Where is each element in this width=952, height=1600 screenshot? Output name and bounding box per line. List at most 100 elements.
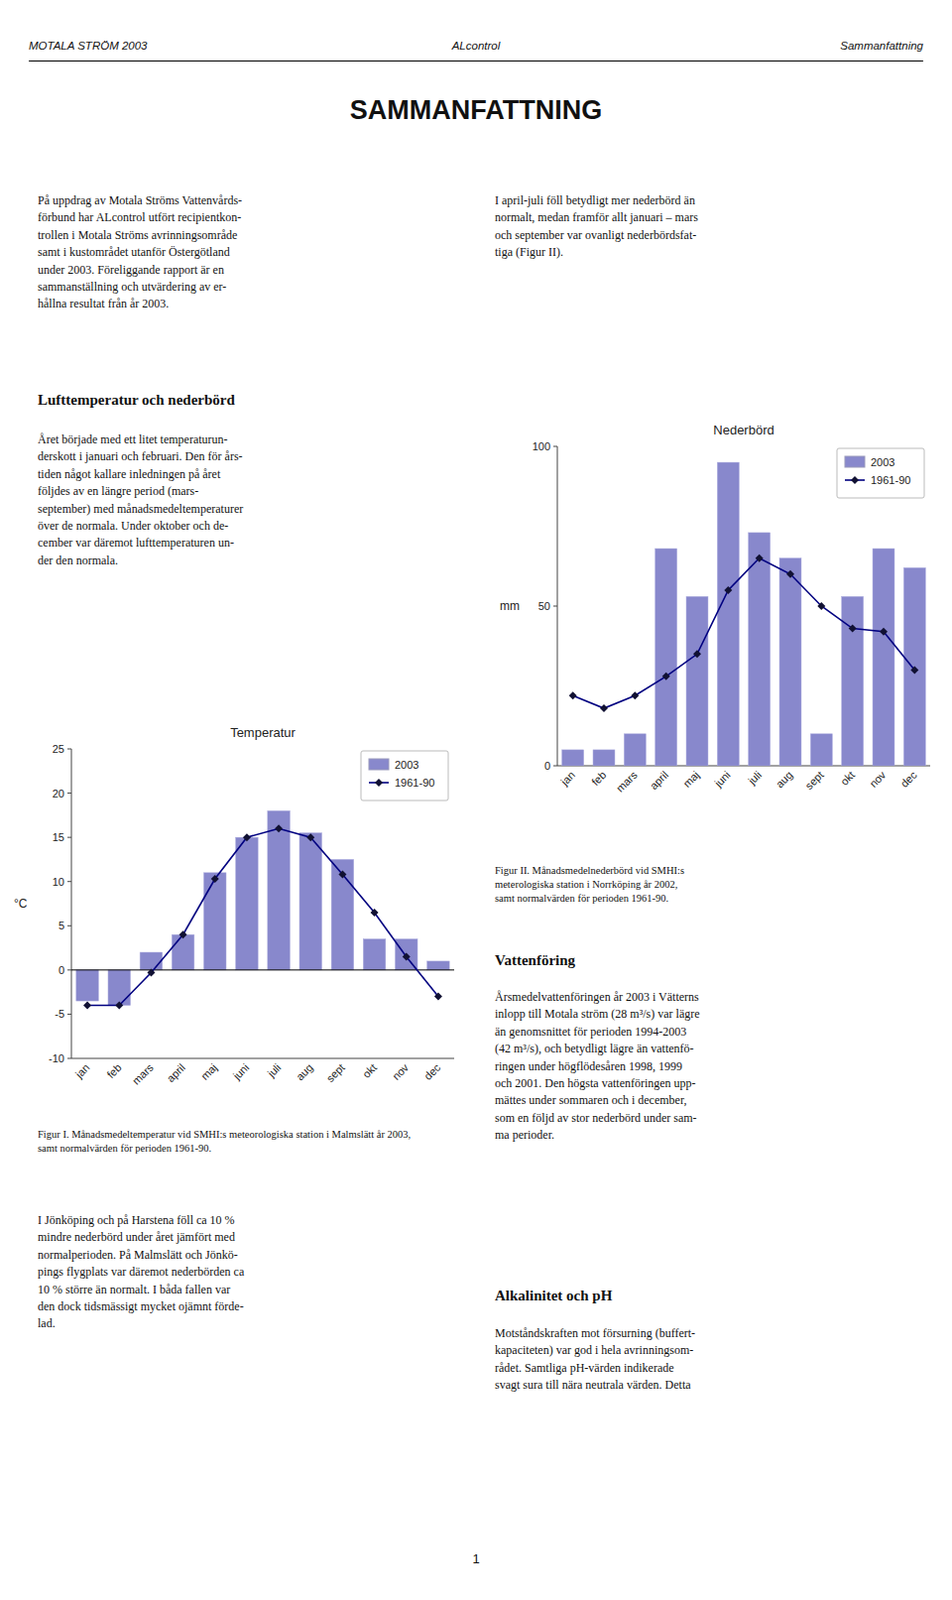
chart-title: Temperatur [230, 724, 296, 740]
marker [848, 624, 857, 633]
header-left: MOTALA STRÖM 2003 [28, 39, 148, 52]
legend: 20031961-90 [360, 750, 449, 801]
header-center: ALcontrol [0, 39, 952, 52]
y-tick [553, 446, 558, 448]
bar [779, 558, 802, 766]
chart-title: Nederbörd [713, 422, 774, 438]
x-tick-label: jan [558, 768, 579, 789]
bar [623, 733, 646, 766]
marker [879, 627, 888, 636]
header-rule [28, 60, 924, 62]
marker [693, 649, 702, 658]
y-tick-label: 15 [52, 831, 65, 843]
body-text: Motståndskraften mot försurning (buffert… [494, 1324, 696, 1395]
y-tick [67, 748, 72, 750]
marker [211, 874, 220, 883]
zero-line [71, 968, 455, 970]
bar [655, 548, 678, 766]
legend-swatch [368, 758, 389, 770]
x-tick-label: nov [389, 1061, 411, 1082]
bar [236, 836, 259, 970]
chart: Nederbördmm050100janfebmarsaprilmajjunij… [495, 416, 943, 814]
y-tick [67, 836, 72, 838]
legend-swatch [844, 456, 865, 468]
x-tick-label: maj [680, 768, 702, 790]
bar [872, 548, 895, 766]
marker [786, 570, 795, 579]
body-text: På uppdrag av Motala Ströms Vattenvårds-… [37, 192, 242, 314]
x-tick-label: nov [866, 768, 888, 790]
y-tick-label: 10 [52, 875, 65, 888]
x-tick-label: okt [359, 1061, 379, 1080]
y-tick [553, 765, 558, 767]
y-tick-label: 0 [544, 759, 551, 772]
x-tick-label: juli [744, 768, 764, 788]
marker [338, 870, 347, 879]
y-axis-label: °C [13, 896, 28, 911]
y-tick [553, 605, 558, 607]
marker [274, 824, 283, 833]
y-tick-label: 20 [52, 787, 65, 800]
bar [267, 810, 291, 969]
legend-marker [374, 778, 383, 787]
bar [427, 960, 451, 970]
bar [299, 833, 323, 970]
legend-label: 1961-90 [394, 776, 435, 789]
marker [83, 1001, 92, 1010]
line [87, 828, 439, 1005]
marker [306, 833, 315, 841]
legend-frame [836, 448, 925, 498]
x-tick-label: april [164, 1061, 188, 1084]
body-text: Året började med ett litet temperaturun-… [37, 431, 243, 570]
y-tick-label: -5 [54, 1007, 65, 1020]
x-tick-label: aug [293, 1061, 315, 1082]
y-axis-label: mm [499, 598, 520, 613]
y-tick [67, 1013, 72, 1015]
x-tick-label: april [647, 768, 671, 792]
y-tick [67, 968, 72, 970]
marker [599, 704, 608, 713]
x-tick-label: mars [129, 1061, 156, 1087]
plot-area [562, 462, 927, 766]
marker [179, 930, 188, 939]
marker [817, 601, 826, 610]
line [573, 558, 916, 709]
y-tick [67, 880, 72, 882]
bar [841, 595, 864, 766]
legend-marker [850, 476, 859, 484]
x-tick-label: mars [613, 768, 640, 795]
bar [716, 462, 739, 766]
bar [76, 969, 100, 1001]
header-right: Sammanfattning [839, 39, 924, 52]
bar [686, 595, 709, 766]
y-tick-label: 50 [538, 599, 551, 612]
bar [139, 952, 163, 970]
body-text: I Jönköping och på Harstena föll ca 10 %… [37, 1211, 244, 1333]
x-tick-label: dec [421, 1061, 443, 1082]
y-tick-label: 25 [52, 742, 65, 755]
x-tick-label: sept [324, 1061, 348, 1084]
x-axis [71, 1058, 455, 1060]
bar [810, 733, 833, 766]
x-tick-label: jan [72, 1061, 93, 1081]
plot-area [71, 810, 455, 1009]
y-axis [71, 748, 73, 1059]
y-tick-label: 5 [58, 919, 65, 932]
bar [171, 934, 195, 970]
bar [748, 532, 771, 766]
marker [662, 672, 671, 681]
marker [402, 952, 411, 960]
bar [203, 872, 227, 970]
section-heading: Vattenföring [494, 952, 576, 969]
marker [434, 992, 443, 1001]
page-number: 1 [0, 1550, 952, 1566]
body-text: Årsmedelvattenföringen år 2003 i Vättern… [494, 988, 701, 1145]
x-tick-label: sept [803, 768, 827, 792]
marker [242, 833, 251, 841]
bar [362, 939, 386, 970]
x-tick-label: aug [773, 768, 795, 790]
x-tick-label: juli [264, 1061, 284, 1080]
y-tick [67, 792, 72, 794]
x-tick-label: dec [898, 768, 920, 790]
y-tick-label: -10 [48, 1052, 65, 1065]
